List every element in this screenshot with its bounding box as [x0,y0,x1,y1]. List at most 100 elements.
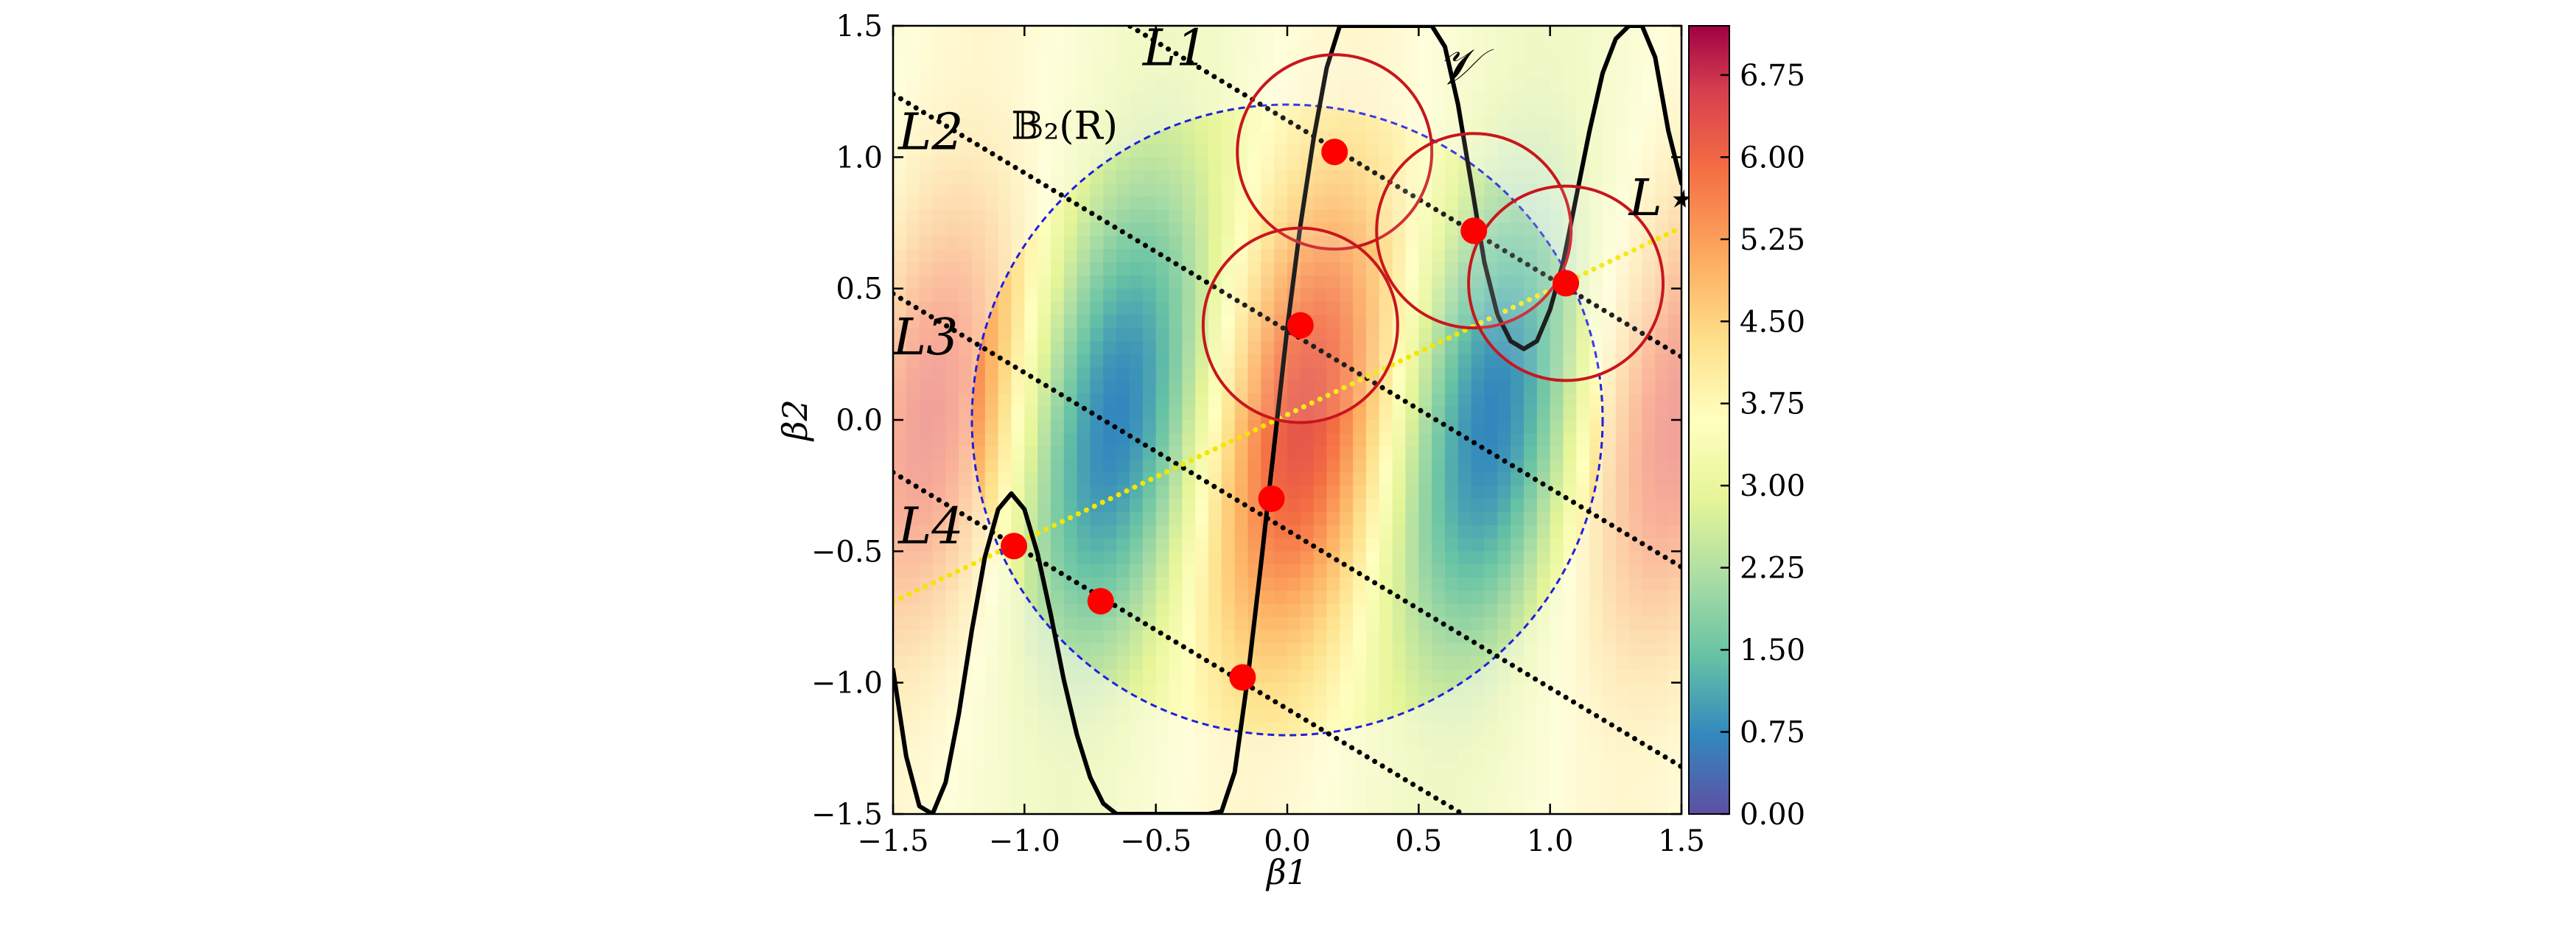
heatmap-cell [1142,669,1157,684]
heatmap-cell [1234,801,1249,814]
heatmap-cell [1024,117,1038,132]
heatmap-cell [1024,485,1038,499]
heatmap-cell [1116,564,1130,578]
heatmap-cell [1615,52,1630,66]
heatmap-cell [1563,788,1577,802]
heatmap-cell [1182,354,1196,368]
heatmap-cell [1589,748,1603,762]
heatmap-cell [1497,801,1511,814]
heatmap-cell [1155,183,1170,197]
heatmap-cell [1457,709,1472,723]
heatmap-cell [1576,551,1590,565]
heatmap-cell [1418,65,1432,79]
heatmap-cell [998,774,1012,788]
heatmap-cell [906,735,920,749]
heatmap-cell [945,538,959,552]
heatmap-cell [1103,709,1117,723]
heatmap-cell [1155,275,1170,290]
heatmap-cell [972,420,986,434]
heatmap-cell [1536,630,1551,644]
heatmap-cell [1313,788,1328,802]
heatmap-cell [1090,564,1104,578]
heatmap-cell [1392,52,1407,66]
heatmap-cell [1063,315,1078,329]
heatmap-cell [945,301,959,315]
heatmap-cell [1655,485,1669,499]
heatmap-cell [998,722,1012,736]
heatmap-cell [1116,236,1130,250]
heatmap-cell [932,249,946,263]
heatmap-cell [1261,52,1275,66]
heatmap-cell [1563,709,1577,723]
heatmap-cell [1628,472,1643,486]
heatmap-cell [1379,748,1393,762]
heatmap-cell [1063,735,1078,749]
heatmap-cell [1576,643,1590,657]
heatmap-cell [1418,761,1432,776]
heatmap-cell [959,105,973,119]
heatmap-cell [1155,170,1170,184]
heatmap-cell [1668,511,1681,526]
heatmap-cell [893,209,907,224]
heatmap-cell [1011,209,1025,224]
heatmap-cell [984,170,999,184]
heatmap-cell [959,709,973,723]
heatmap-cell [1142,117,1157,132]
heatmap-cell [1576,603,1590,618]
heatmap-cell [1668,91,1681,105]
heatmap-cell [1576,669,1590,684]
heatmap-cell [998,341,1012,355]
heatmap-cell [1655,590,1669,605]
heatmap-cell [919,288,934,303]
heatmap-cell [893,511,907,526]
heatmap-cell [1471,761,1485,776]
heatmap-cell [1024,472,1038,486]
heatmap-cell [1208,52,1222,66]
heatmap-cell [893,617,907,631]
heatmap-cell [984,485,999,499]
heatmap-cell [1603,78,1617,92]
heatmap-cell [1051,722,1065,736]
heatmap-cell [959,26,973,40]
heatmap-cell [1642,117,1656,132]
heatmap-cell [919,354,934,368]
heatmap-cell [1024,275,1038,290]
heatmap-cell [1051,144,1065,158]
heatmap-cell [1116,459,1130,473]
heatmap-cell [893,774,907,788]
heatmap-cell [1155,196,1170,211]
heatmap-cell [906,669,920,684]
heatmap-cell [1011,380,1025,394]
heatmap-cell [984,735,999,749]
heatmap-cell [1116,788,1130,802]
heatmap-cell [1037,538,1051,552]
heatmap-cell [1603,407,1617,421]
heatmap-cell [972,695,986,709]
heatmap-cell [1563,130,1577,145]
heatmap-cell [1668,446,1681,460]
heatmap-cell [1589,735,1603,749]
heatmap-cell [1103,288,1117,303]
heatmap-cell [1103,328,1117,342]
heatmap-cell [972,630,986,644]
heatmap-cell [893,183,907,197]
heatmap-cell [919,432,934,447]
heatmap-cell [1103,367,1117,382]
heatmap-cell [1063,538,1078,552]
heatmap-cell [1353,774,1367,788]
heatmap-cell [1603,499,1617,513]
heatmap-cell [1536,656,1551,670]
heatmap-cell [998,117,1012,132]
heatmap-cell [972,656,986,670]
heatmap-cell [959,52,973,66]
heatmap-cell [1550,643,1564,657]
heatmap-cell [1563,117,1577,132]
heatmap-cell [1628,748,1643,762]
heatmap-cell [919,91,934,105]
heatmap-cell [1169,315,1183,329]
heatmap-cell [906,65,920,79]
heatmap-cell [1603,564,1617,578]
heatmap-cell [1603,551,1617,565]
heatmap-cell [906,459,920,473]
heatmap-cell [1576,630,1590,644]
